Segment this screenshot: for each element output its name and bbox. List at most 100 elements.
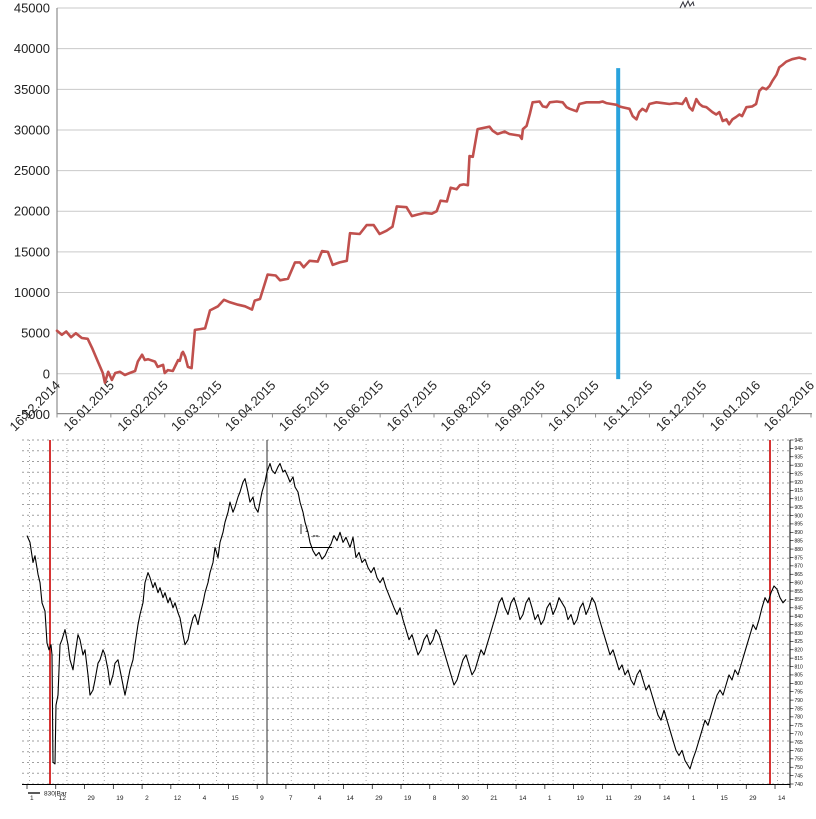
price-axis-label: 780 bbox=[795, 715, 804, 721]
x-axis-label: 16.01.2015 bbox=[60, 378, 117, 435]
date-label: 4 bbox=[203, 795, 207, 802]
date-label: 1 bbox=[548, 795, 552, 802]
price-axis-label: 870 bbox=[795, 564, 804, 570]
x-axis-label: 16.11.2015 bbox=[600, 378, 656, 434]
x-axis-label: 16.03.2015 bbox=[168, 378, 225, 435]
price-axis-label: 810 bbox=[795, 664, 804, 670]
price-axis-label: 775 bbox=[795, 723, 804, 729]
date-label: 14 bbox=[663, 795, 671, 802]
price-axis-label: 795 bbox=[795, 690, 804, 696]
x-axis-label: 16.08.2015 bbox=[437, 378, 494, 435]
price-axis-label: 915 bbox=[795, 488, 804, 494]
annotation-dashes: -==- bbox=[311, 534, 321, 540]
price-axis-label: 885 bbox=[795, 538, 804, 544]
price-axis-label: 900 bbox=[795, 513, 804, 519]
date-label: 4 bbox=[318, 795, 322, 802]
price-axis-label: 755 bbox=[795, 757, 804, 763]
price-axis-label: 825 bbox=[795, 639, 804, 645]
price-axis-label: 745 bbox=[795, 773, 804, 779]
date-label: 21 bbox=[490, 795, 498, 802]
date-label: 12 bbox=[174, 795, 182, 802]
y-axis-label: 35000 bbox=[14, 82, 50, 97]
price-axis-label: 845 bbox=[795, 606, 804, 612]
price-axis-label: 935 bbox=[795, 455, 804, 461]
date-label: 15 bbox=[231, 795, 239, 802]
price-axis-label: 940 bbox=[795, 446, 804, 452]
y-axis-label: 0 bbox=[43, 366, 50, 381]
date-label: 29 bbox=[634, 795, 642, 802]
price-axis-label: 880 bbox=[795, 547, 804, 553]
x-axis-label: 16.07.2015 bbox=[383, 378, 440, 435]
price-axis-label: 790 bbox=[795, 698, 804, 704]
price-axis-label: 920 bbox=[795, 480, 804, 486]
scribble-stroke bbox=[679, 0, 695, 9]
pen-scribble-icon bbox=[679, 0, 695, 9]
date-label: 1 bbox=[692, 795, 696, 802]
price-axis-label: 800 bbox=[795, 681, 804, 687]
price-axis-label: 910 bbox=[795, 497, 804, 503]
price-axis-label: 875 bbox=[795, 555, 804, 561]
y-axis-label: 30000 bbox=[14, 122, 50, 137]
date-label: 14 bbox=[346, 795, 354, 802]
x-axis-label: 16.09.2015 bbox=[491, 378, 548, 435]
x-axis-label: 16.04.2015 bbox=[222, 378, 279, 435]
price-axis-label: 905 bbox=[795, 505, 804, 511]
price-axis-label: 815 bbox=[795, 656, 804, 662]
price-line bbox=[26, 462, 787, 770]
date-label: 1 bbox=[30, 795, 34, 802]
y-axis-label: -5000 bbox=[17, 407, 50, 422]
price-axis-label: 925 bbox=[795, 471, 804, 477]
price-axis-label: 785 bbox=[795, 706, 804, 712]
price-axis-label: 835 bbox=[795, 622, 804, 628]
y-axis-label: 45000 bbox=[14, 1, 50, 16]
price-axis-label: 840 bbox=[795, 614, 804, 620]
y-axis-label: 20000 bbox=[14, 204, 50, 219]
price-axis-label: 760 bbox=[795, 748, 804, 754]
date-label: 2 bbox=[145, 795, 149, 802]
date-label: 9 bbox=[260, 795, 264, 802]
x-axis-label: 16.06.2015 bbox=[330, 378, 387, 435]
y-axis-label: 10000 bbox=[14, 285, 50, 300]
price-axis-label: 890 bbox=[795, 530, 804, 536]
date-label: 15 bbox=[720, 795, 728, 802]
price-axis-label: 750 bbox=[795, 765, 804, 771]
price-axis-label: 945 bbox=[795, 438, 804, 444]
equity-line bbox=[55, 56, 807, 385]
x-axis-label: 16.02.2016 bbox=[760, 378, 816, 435]
price-axis-label: 865 bbox=[795, 572, 804, 578]
price-axis-label: 855 bbox=[795, 589, 804, 595]
y-axis-label: 5000 bbox=[21, 326, 50, 341]
price-axis-label: 930 bbox=[795, 463, 804, 469]
date-label: 19 bbox=[404, 795, 412, 802]
price-axis-label: 850 bbox=[795, 597, 804, 603]
x-axis-label: 16.10.2015 bbox=[545, 378, 602, 435]
date-label: 11 bbox=[605, 795, 612, 802]
price-axis-label: 820 bbox=[795, 648, 804, 654]
price-axis-label: 895 bbox=[795, 522, 804, 528]
x-axis-label: 16.12.2015 bbox=[653, 378, 710, 435]
equity-curve-chart: -5000 0 5000 10000 15000 20000 25000 30000 35000… bbox=[6, 1, 816, 435]
price-axis-label: 830 bbox=[795, 631, 804, 637]
price-chart: 9459409359309259209159109059008958908858… bbox=[22, 438, 804, 802]
y-axis-label: 25000 bbox=[14, 163, 50, 178]
price-axis-label: 770 bbox=[795, 731, 804, 737]
x-axis-label: 16.02.2015 bbox=[114, 378, 171, 435]
date-label: 12 bbox=[59, 795, 67, 802]
price-axis-label: 860 bbox=[795, 580, 804, 586]
date-label: 29 bbox=[749, 795, 757, 802]
date-label: 7 bbox=[289, 795, 293, 802]
legend-label: 830|Bar bbox=[44, 791, 67, 798]
date-label: 19 bbox=[577, 795, 585, 802]
date-label: 14 bbox=[778, 795, 786, 802]
price-axis-label: 805 bbox=[795, 673, 804, 679]
price-axis-label: 740 bbox=[795, 782, 804, 788]
price-axis-label: 765 bbox=[795, 740, 804, 746]
x-axis-label: 16.12.2014 bbox=[6, 378, 63, 435]
date-label: 30 bbox=[462, 795, 470, 802]
date-label: 29 bbox=[88, 795, 96, 802]
x-axis-label: 16.05.2015 bbox=[276, 378, 333, 435]
date-label: 19 bbox=[116, 795, 124, 802]
y-axis-label: 15000 bbox=[14, 244, 50, 259]
date-label: 8 bbox=[433, 795, 437, 802]
